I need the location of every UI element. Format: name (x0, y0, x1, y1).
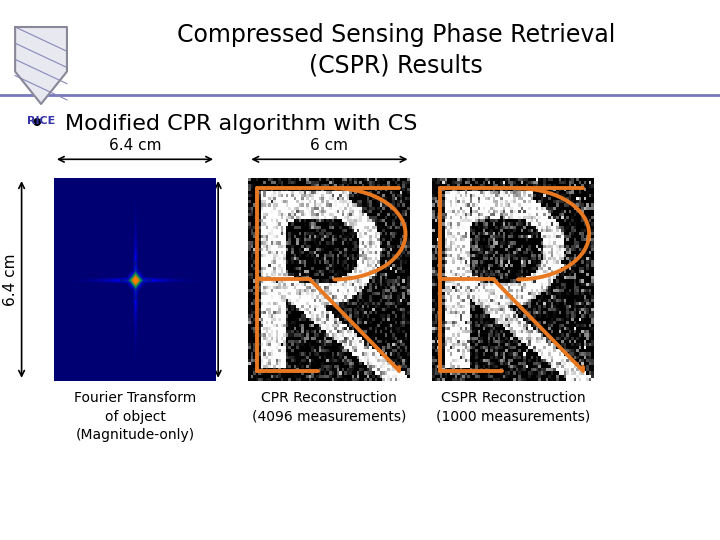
Text: 6.4 cm: 6.4 cm (109, 138, 161, 153)
Text: 6 cm: 6 cm (310, 138, 348, 153)
Text: CSPR Reconstruction
(1000 measurements): CSPR Reconstruction (1000 measurements) (436, 392, 590, 424)
Text: Fourier Transform
of object
(Magnitude-only): Fourier Transform of object (Magnitude-o… (74, 392, 196, 442)
Polygon shape (15, 27, 67, 104)
Text: 6.4 cm: 6.4 cm (4, 253, 18, 306)
Text: CPR Reconstruction
(4096 measurements): CPR Reconstruction (4096 measurements) (252, 392, 407, 424)
Text: 6 cm: 6 cm (198, 260, 212, 299)
Text: •: • (29, 110, 45, 138)
Text: Compressed Sensing Phase Retrieval: Compressed Sensing Phase Retrieval (177, 23, 615, 47)
Text: RICE: RICE (27, 116, 55, 126)
Text: (CSPR) Results: (CSPR) Results (309, 54, 483, 78)
Text: Modified CPR algorithm with CS: Modified CPR algorithm with CS (65, 114, 417, 134)
